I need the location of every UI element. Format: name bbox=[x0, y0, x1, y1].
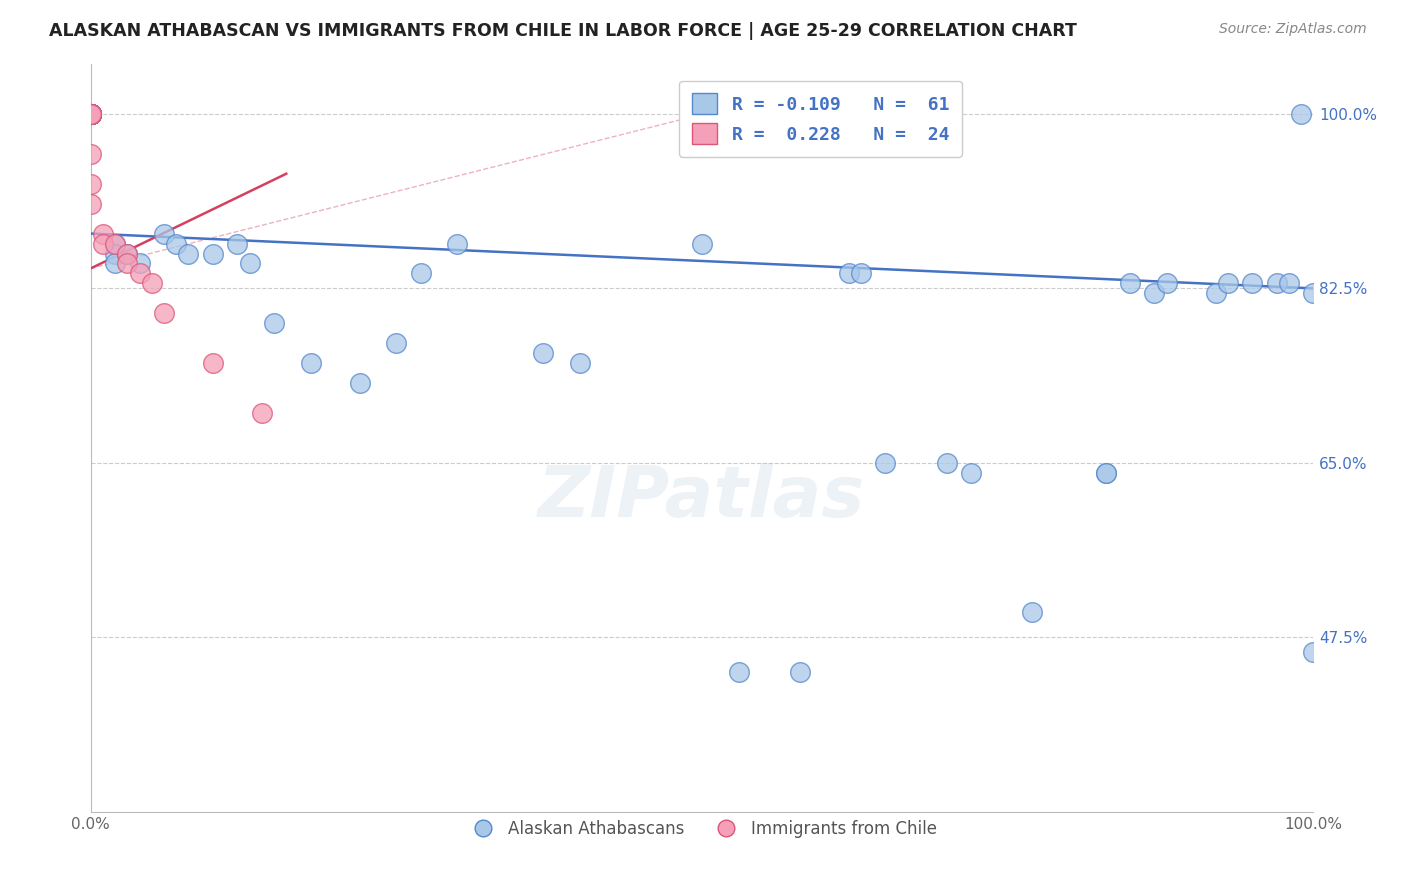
Point bbox=[79, 107, 101, 121]
Point bbox=[177, 246, 200, 260]
Point bbox=[239, 256, 262, 270]
Point bbox=[79, 107, 101, 121]
Point bbox=[79, 107, 101, 121]
Point bbox=[79, 107, 101, 121]
Point bbox=[79, 146, 101, 161]
Point bbox=[141, 277, 163, 291]
Point bbox=[79, 107, 101, 121]
Point bbox=[1289, 107, 1312, 121]
Point bbox=[789, 665, 811, 680]
Point bbox=[349, 376, 371, 391]
Point bbox=[935, 456, 957, 470]
Point bbox=[79, 107, 101, 121]
Point bbox=[104, 236, 127, 251]
Point bbox=[79, 107, 101, 121]
Point bbox=[1278, 277, 1301, 291]
Point bbox=[79, 107, 101, 121]
Point bbox=[79, 196, 101, 211]
Point bbox=[1094, 466, 1116, 480]
Point bbox=[79, 107, 101, 121]
Text: ZIPatlas: ZIPatlas bbox=[538, 463, 866, 533]
Point bbox=[79, 107, 101, 121]
Point bbox=[79, 107, 101, 121]
Point bbox=[1205, 286, 1227, 301]
Point bbox=[250, 406, 273, 420]
Point bbox=[79, 107, 101, 121]
Point bbox=[1302, 286, 1324, 301]
Point bbox=[117, 246, 139, 260]
Point bbox=[79, 107, 101, 121]
Point bbox=[153, 227, 176, 241]
Point bbox=[79, 107, 101, 121]
Point bbox=[104, 246, 127, 260]
Point bbox=[79, 107, 101, 121]
Point bbox=[79, 107, 101, 121]
Point bbox=[79, 107, 101, 121]
Point bbox=[960, 466, 983, 480]
Text: ALASKAN ATHABASCAN VS IMMIGRANTS FROM CHILE IN LABOR FORCE | AGE 25-29 CORRELATI: ALASKAN ATHABASCAN VS IMMIGRANTS FROM CH… bbox=[49, 22, 1077, 40]
Point bbox=[838, 267, 860, 281]
Point bbox=[1021, 606, 1043, 620]
Point bbox=[79, 177, 101, 191]
Point bbox=[104, 256, 127, 270]
Point bbox=[79, 107, 101, 121]
Point bbox=[226, 236, 249, 251]
Point bbox=[117, 246, 139, 260]
Point bbox=[165, 236, 187, 251]
Point bbox=[263, 316, 285, 330]
Point bbox=[79, 107, 101, 121]
Point bbox=[104, 236, 127, 251]
Point bbox=[79, 107, 101, 121]
Point bbox=[91, 227, 114, 241]
Point bbox=[568, 356, 591, 370]
Point bbox=[79, 107, 101, 121]
Point bbox=[79, 107, 101, 121]
Point bbox=[690, 236, 713, 251]
Point bbox=[531, 346, 554, 360]
Point bbox=[299, 356, 322, 370]
Point bbox=[409, 267, 432, 281]
Point bbox=[79, 107, 101, 121]
Point bbox=[79, 107, 101, 121]
Point bbox=[385, 336, 408, 351]
Point bbox=[1241, 277, 1264, 291]
Point bbox=[201, 246, 224, 260]
Point bbox=[1265, 277, 1288, 291]
Point bbox=[727, 665, 749, 680]
Point bbox=[128, 267, 150, 281]
Point bbox=[875, 456, 897, 470]
Point bbox=[1094, 466, 1116, 480]
Point bbox=[1156, 277, 1178, 291]
Point bbox=[849, 267, 872, 281]
Point bbox=[79, 107, 101, 121]
Point bbox=[1119, 277, 1142, 291]
Point bbox=[79, 107, 101, 121]
Point bbox=[201, 356, 224, 370]
Point bbox=[128, 256, 150, 270]
Point bbox=[79, 107, 101, 121]
Point bbox=[91, 236, 114, 251]
Point bbox=[79, 107, 101, 121]
Point bbox=[1302, 645, 1324, 659]
Point bbox=[79, 107, 101, 121]
Legend: Alaskan Athabascans, Immigrants from Chile: Alaskan Athabascans, Immigrants from Chi… bbox=[460, 814, 943, 845]
Point bbox=[446, 236, 468, 251]
Point bbox=[79, 107, 101, 121]
Point bbox=[79, 107, 101, 121]
Point bbox=[117, 256, 139, 270]
Point bbox=[153, 306, 176, 320]
Text: Source: ZipAtlas.com: Source: ZipAtlas.com bbox=[1219, 22, 1367, 37]
Point bbox=[1143, 286, 1166, 301]
Point bbox=[1216, 277, 1239, 291]
